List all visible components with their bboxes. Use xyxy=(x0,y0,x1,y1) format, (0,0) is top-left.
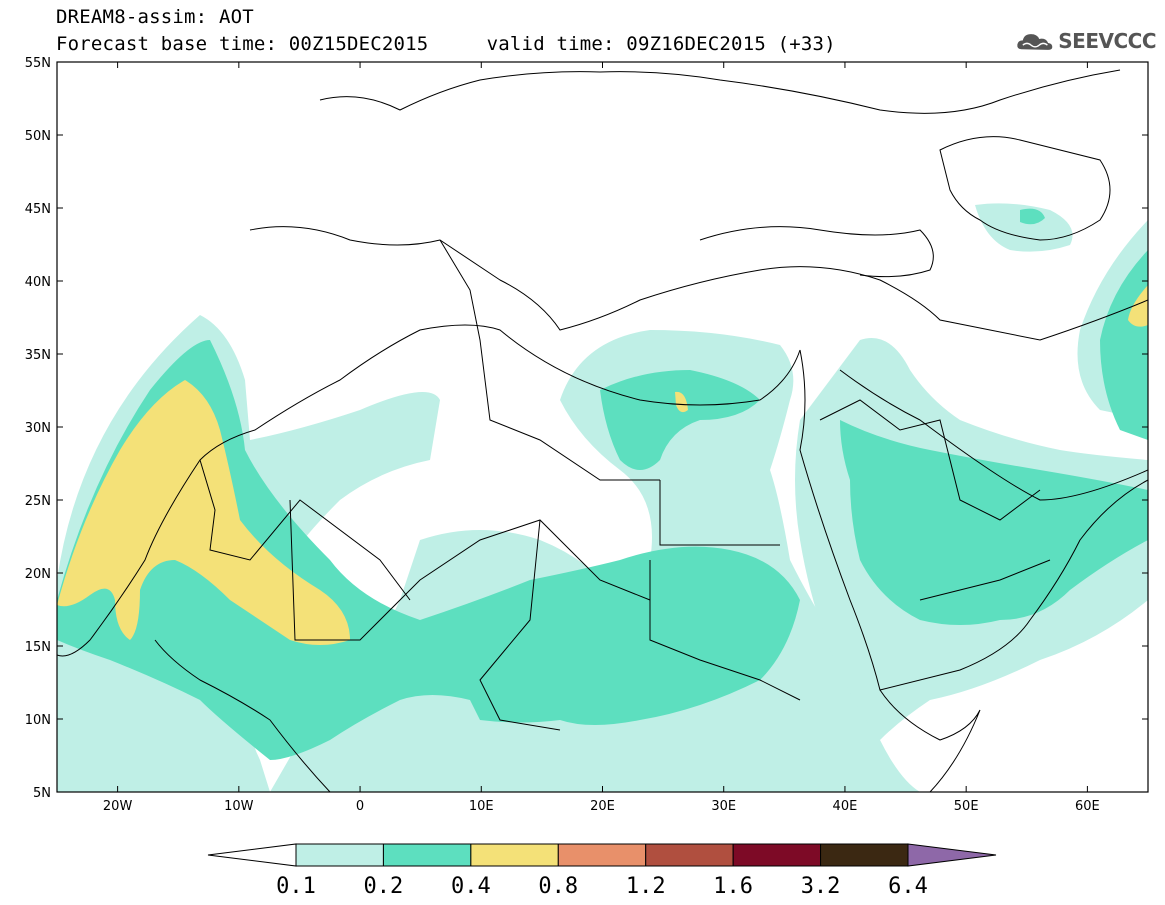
colorbar-box xyxy=(470,843,559,867)
latitude-axis: 5N 10N 15N 20N 25N 30N 35N 40N 45N 50N 55N xyxy=(25,56,1148,801)
coastlines xyxy=(57,69,1148,792)
longitude-axis: 20W 10W 0 10E 20E 30E 40E 50E 60E xyxy=(103,62,1100,814)
lon-tick-label: 0 xyxy=(356,799,364,814)
colorbar-label: 1.2 xyxy=(626,874,666,899)
colorbar-high-arrow xyxy=(907,843,997,867)
map-title: DREAM8-assim: AOT xyxy=(56,6,254,28)
colorbar-box xyxy=(732,843,822,867)
lat-tick-label: 20N xyxy=(25,567,51,582)
lat-tick-label: 50N xyxy=(25,129,51,144)
colorbar-label: 6.4 xyxy=(888,874,928,899)
aot-band-0-4 xyxy=(57,285,1148,645)
colorbar-label: 0.1 xyxy=(276,874,316,899)
lat-tick-label: 30N xyxy=(25,421,51,436)
lat-tick-label: 45N xyxy=(25,202,51,217)
aot-band-0-2 xyxy=(57,208,1148,760)
aot-fields xyxy=(57,203,1148,792)
lon-tick-label: 10W xyxy=(224,799,254,814)
colorbar-box xyxy=(645,843,734,867)
lat-tick-label: 40N xyxy=(25,275,51,290)
lon-tick-label: 30E xyxy=(711,799,736,814)
colorbar-label: 0.2 xyxy=(364,874,404,899)
lat-tick-label: 10N xyxy=(25,713,51,728)
lon-tick-label: 20W xyxy=(103,799,133,814)
colorbar-label: 3.2 xyxy=(801,874,841,899)
colorbar-box xyxy=(820,843,909,867)
colorbar-box xyxy=(382,843,472,867)
colorbar-label: 1.6 xyxy=(713,874,753,899)
lon-tick-label: 50E xyxy=(954,799,979,814)
lat-tick-label: 15N xyxy=(25,640,51,655)
forecast-time-line: Forecast base time: 00Z15DEC2015 valid t… xyxy=(56,33,836,55)
lat-tick-label: 25N xyxy=(25,494,51,509)
lon-tick-label: 10E xyxy=(469,799,494,814)
cloud-logo-icon xyxy=(1017,34,1053,50)
seevccc-logo: SEEVCCC xyxy=(1016,24,1156,58)
colorbar-label: 0.4 xyxy=(451,874,491,899)
colorbar-low-arrow xyxy=(207,843,297,867)
aot-colorbar: 0.1 0.2 0.4 0.8 1.2 1.6 3.2 6.4 xyxy=(207,843,997,899)
colorbar-box xyxy=(557,843,647,867)
colorbar-box xyxy=(295,843,384,867)
lon-tick-label: 20E xyxy=(590,799,615,814)
colorbar-label: 0.8 xyxy=(538,874,578,899)
logo-text: SEEVCCC xyxy=(1058,29,1156,53)
lat-tick-label: 35N xyxy=(25,348,51,363)
lat-tick-label: 55N xyxy=(25,56,51,71)
lon-tick-label: 60E xyxy=(1075,799,1100,814)
lon-tick-label: 40E xyxy=(833,799,858,814)
lat-tick-label: 5N xyxy=(33,786,51,801)
